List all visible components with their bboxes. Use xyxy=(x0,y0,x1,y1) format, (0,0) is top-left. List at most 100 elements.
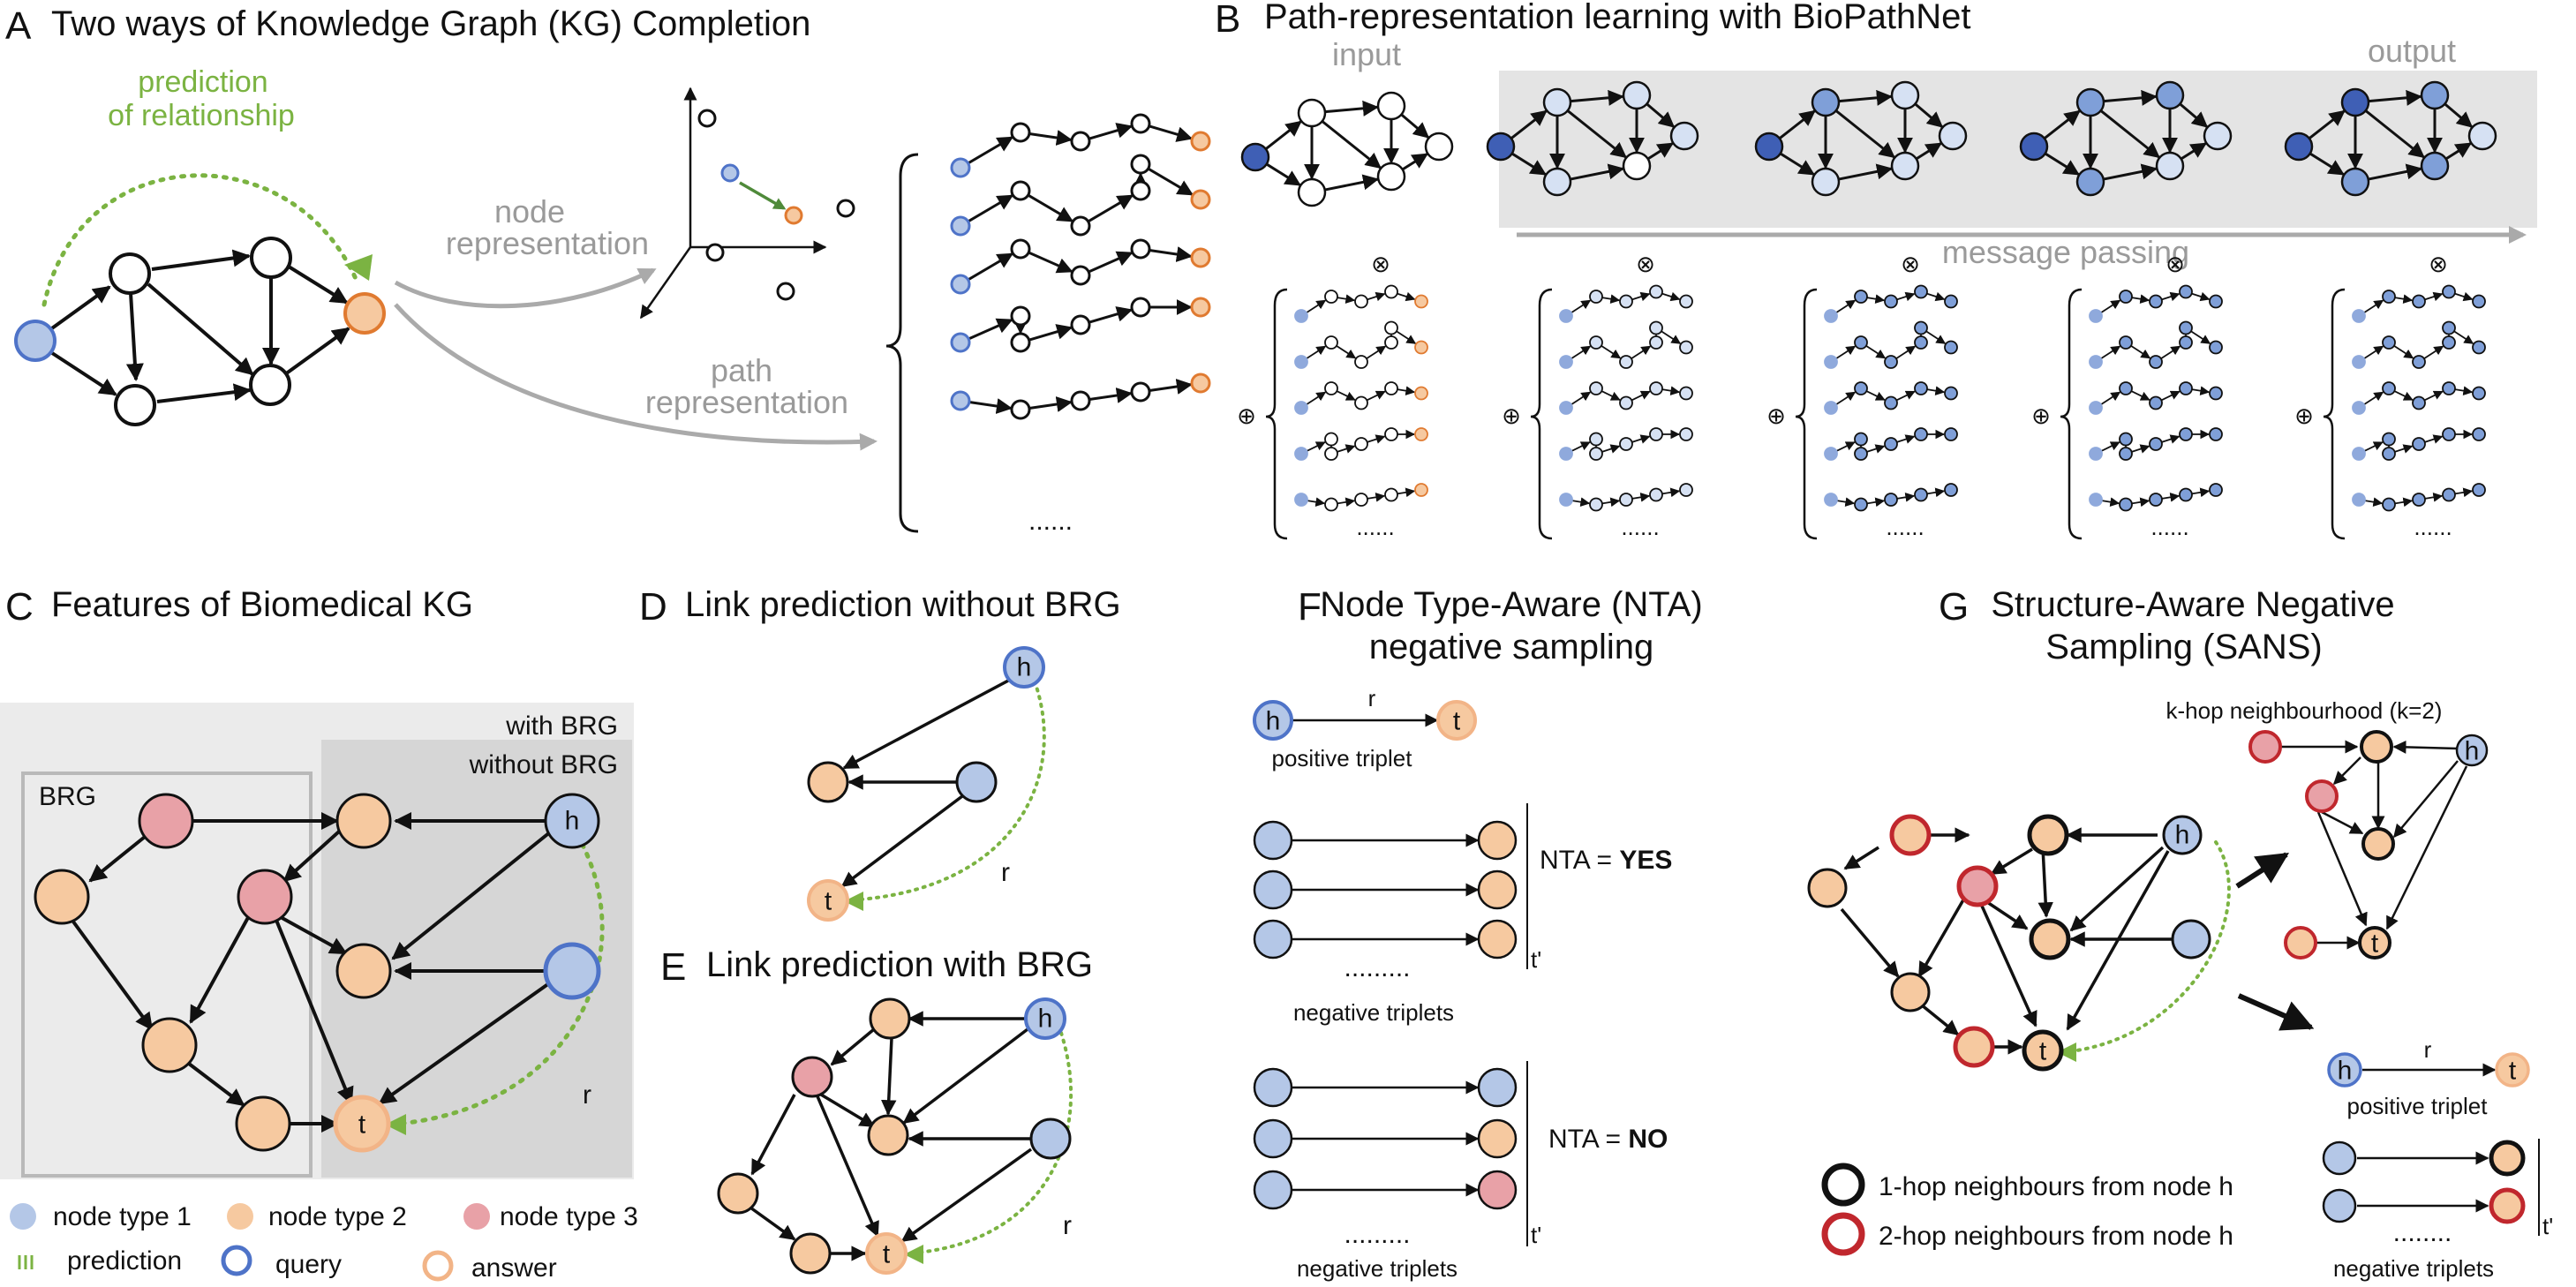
legend-one-hop: 1-hop neighbours from node h xyxy=(1879,1172,2233,1201)
panel-f-title-line2: negative sampling xyxy=(1369,628,1653,666)
path-ellipsis: ...... xyxy=(1886,514,1924,540)
mini-graph-node xyxy=(2284,132,2314,162)
mini-graph-node xyxy=(1542,87,1572,117)
path-node xyxy=(2472,386,2486,401)
path-node xyxy=(1010,180,1031,201)
khop-subgraph: h t xyxy=(2248,730,2489,960)
graph-edge xyxy=(1088,123,1134,140)
graph-edge xyxy=(2393,345,2414,359)
graph-edge xyxy=(1838,163,1894,181)
mini-graph-row xyxy=(1240,80,2497,207)
path-node xyxy=(950,332,971,353)
graph-edge xyxy=(2191,386,2211,396)
path-bundle: ⊗ ⊕...... xyxy=(2294,251,2486,540)
path-row xyxy=(1559,483,1693,512)
graph-edge xyxy=(1631,390,1651,402)
graph-edge xyxy=(1631,492,1651,502)
graph-edge xyxy=(1264,120,1302,150)
path-brace xyxy=(1265,288,1288,540)
path-node xyxy=(1619,294,1633,309)
graph-edge xyxy=(2368,163,2423,181)
graph-edge xyxy=(2180,142,2207,161)
graph-edge xyxy=(1570,391,1592,405)
legend-swatch-query xyxy=(221,1245,252,1276)
path-node xyxy=(1559,401,1573,415)
graph-edge xyxy=(1661,487,1681,498)
graph-edge xyxy=(1306,391,1327,405)
path-node xyxy=(1679,294,1693,309)
path-node xyxy=(1010,238,1031,260)
node-t-f: t xyxy=(1453,707,1461,736)
panel-g: G Structure-Aware Negative Sampling (SAN… xyxy=(1807,585,2553,1282)
path-row xyxy=(2089,284,2223,323)
path-node xyxy=(950,274,971,295)
otimes-symbol: ⊗ xyxy=(1901,251,1920,277)
mini-graph-node xyxy=(1297,177,1327,207)
graph-edge xyxy=(2130,345,2151,359)
panel-a-title: Two ways of Knowledge Graph (KG) Complet… xyxy=(51,4,810,43)
path-node xyxy=(1324,497,1338,512)
legend-node-type-1: node type 1 xyxy=(53,1202,192,1231)
path-node xyxy=(2382,335,2396,350)
path-node xyxy=(2442,284,2456,299)
graph-edge xyxy=(2130,390,2150,401)
graph-edge xyxy=(2394,444,2414,454)
panel-c-title: Features of Biomedical KG xyxy=(51,585,473,624)
graph-edge xyxy=(2423,345,2444,359)
path-node xyxy=(2352,493,2366,507)
prediction-arrow-d xyxy=(846,680,1046,902)
positive-triplet-g: positive triplet xyxy=(2347,1093,2489,1119)
path-ellipsis: ...... xyxy=(2414,514,2452,540)
path-bundle: ⊗ ⊕...... xyxy=(1502,251,1693,540)
path-node xyxy=(1010,399,1031,420)
path-row xyxy=(950,113,1211,178)
path-node xyxy=(2382,447,2396,461)
graph-edge xyxy=(1834,109,1895,159)
prediction-arrow-c xyxy=(386,832,605,1127)
mini-graph-node xyxy=(2420,151,2450,181)
path-node xyxy=(1914,427,1928,441)
path-node xyxy=(2442,427,2456,441)
dots-yes: ......... xyxy=(1344,953,1410,982)
mini-graph-node xyxy=(1297,98,1327,128)
graph-node xyxy=(249,364,291,406)
mini-graph-node xyxy=(2420,80,2450,110)
path-node xyxy=(950,215,971,237)
relation-r-g: r xyxy=(2424,1036,2432,1063)
graph-node xyxy=(114,384,156,426)
path-node xyxy=(1354,437,1368,451)
path-ellipsis: ...... xyxy=(1621,514,1659,540)
path-rep-arrow xyxy=(394,303,877,451)
legend-prediction: prediction xyxy=(67,1246,182,1276)
path-node xyxy=(2352,447,2366,461)
nta-yes-prefix: NTA = YES xyxy=(1540,846,1672,875)
path-node xyxy=(1944,483,1958,497)
graph-edge xyxy=(2191,291,2211,302)
path-node xyxy=(2119,381,2133,395)
graph-edge xyxy=(2394,294,2414,305)
mini-graph xyxy=(1240,91,1454,207)
path-node xyxy=(950,390,971,411)
graph-edge xyxy=(1914,102,1944,128)
panel-b-title: Path-representation learning with BioPat… xyxy=(1264,0,1970,36)
path-node xyxy=(1914,335,1928,350)
path-node xyxy=(1130,113,1151,134)
triplet-tail-node xyxy=(1477,869,1518,910)
legend-node-type-3: node type 3 xyxy=(500,1202,638,1231)
otimes-symbol: ⊗ xyxy=(1636,251,1655,277)
path-node xyxy=(2352,309,2366,323)
path-row xyxy=(1824,427,1958,461)
path-node xyxy=(1854,335,1868,350)
graph-edge xyxy=(1601,444,1621,454)
mini-graph-node xyxy=(1424,132,1454,162)
panel-g-main-graph xyxy=(1807,814,2231,1072)
graph-edge xyxy=(2131,444,2150,454)
graph-edge xyxy=(1028,324,1073,342)
path-node xyxy=(1854,290,1868,304)
graph-edge xyxy=(967,136,1014,165)
panel-c-graph xyxy=(34,793,605,1153)
path-node xyxy=(2119,447,2133,461)
path-node xyxy=(2209,294,2223,309)
path-node xyxy=(2119,335,2133,350)
graph-edge xyxy=(1835,441,1856,452)
